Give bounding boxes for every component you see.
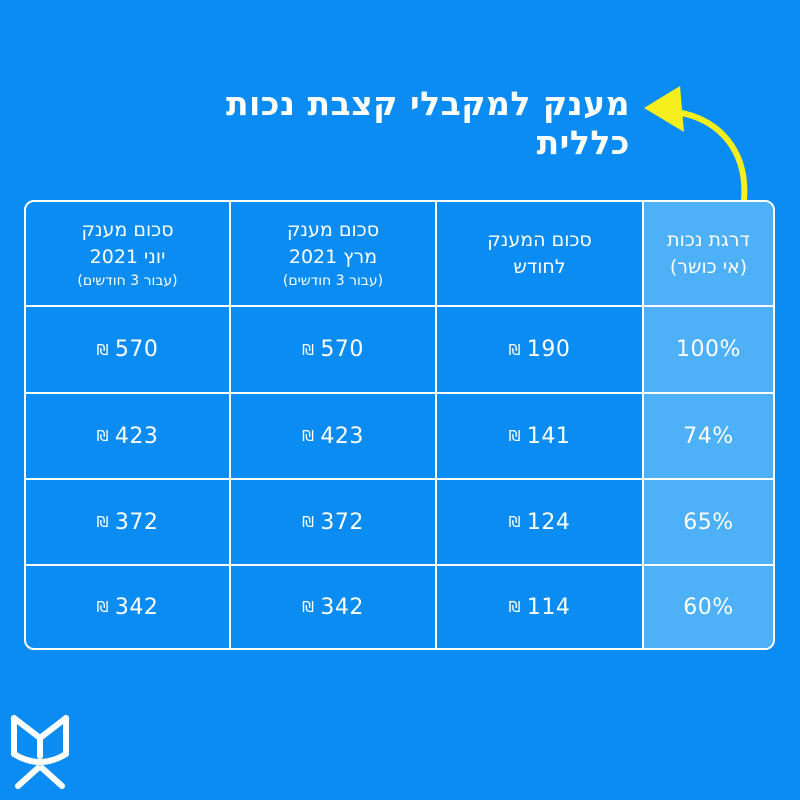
- shekel-sign: ₪: [96, 427, 109, 445]
- shekel-sign: ₪: [96, 598, 109, 616]
- march-cell: 423 ₪: [231, 394, 435, 478]
- monthly-cell: 190 ₪: [437, 307, 642, 392]
- amount-value: 570: [320, 337, 364, 362]
- amount-value: 423: [320, 423, 364, 449]
- curved-arrow-icon: [644, 86, 748, 203]
- shekel-sign: ₪: [302, 427, 315, 445]
- march-cell: 372 ₪: [231, 480, 435, 564]
- amount-value: 141: [526, 423, 571, 449]
- march-cell: 342 ₪: [231, 566, 435, 648]
- header-line: סכום המענק: [487, 228, 592, 251]
- amount-value: 570: [114, 337, 159, 362]
- highlight-column: [644, 202, 773, 648]
- grant-table: דרגת נכות (אי כושר) סכום המענק לחודש סכו…: [24, 200, 775, 650]
- shekel-sign: ₪: [302, 340, 315, 359]
- june-cell: 570 ₪: [26, 307, 229, 392]
- shekel-sign: ₪: [508, 598, 521, 616]
- shekel-sign: ₪: [96, 513, 109, 531]
- june-cell: 372 ₪: [26, 480, 229, 564]
- amount-value: 342: [114, 594, 159, 620]
- amount-value: 423: [114, 423, 159, 449]
- monthly-cell: 141 ₪: [437, 394, 642, 478]
- monthly-cell: 114 ₪: [437, 566, 642, 648]
- amount-value: 114: [526, 594, 571, 620]
- june-cell: 423 ₪: [26, 394, 229, 478]
- amount-value: 372: [320, 509, 364, 535]
- header-march-amount: סכום מענק מרץ 2021 (עבור 3 חודשים): [231, 202, 435, 305]
- degree-cell: 65%: [683, 509, 734, 535]
- header-line: (אי כושר): [669, 255, 748, 278]
- bituach-leumi-logo-icon: [11, 715, 69, 789]
- page-title: מענק למקבלי קצבת נכות כללית: [225, 84, 630, 162]
- amount-value: 372: [114, 509, 159, 535]
- header-line: מרץ 2021: [288, 245, 378, 268]
- header-disability-degree: דרגת נכות (אי כושר): [644, 202, 773, 305]
- march-cell: 570 ₪: [231, 307, 435, 392]
- degree-cell: 60%: [683, 594, 734, 620]
- header-subline: (עבור 3 חודשים): [77, 272, 178, 289]
- degree-cell: 74%: [683, 423, 734, 449]
- june-cell: 342 ₪: [26, 566, 229, 648]
- shekel-sign: ₪: [508, 340, 521, 359]
- shekel-sign: ₪: [302, 513, 315, 531]
- monthly-cell: 124 ₪: [437, 480, 642, 564]
- degree-cell: 100%: [676, 337, 741, 362]
- shekel-sign: ₪: [508, 513, 521, 531]
- shekel-sign: ₪: [96, 340, 109, 359]
- header-subline: (עבור 3 חודשים): [282, 272, 384, 289]
- amount-value: 190: [526, 337, 571, 362]
- header-line: יוני 2021: [89, 245, 166, 268]
- header-june-amount: סכום מענק יוני 2021 (עבור 3 חודשים): [26, 202, 229, 305]
- header-line: סכום מענק: [81, 218, 174, 241]
- amount-value: 124: [526, 509, 571, 535]
- header-line: לחודש: [513, 255, 566, 278]
- header-line: סכום מענק: [286, 218, 380, 241]
- header-monthly-amount: סכום המענק לחודש: [437, 202, 642, 305]
- shekel-sign: ₪: [508, 427, 521, 445]
- header-line: דרגת נכות: [667, 228, 750, 251]
- amount-value: 342: [320, 594, 364, 620]
- shekel-sign: ₪: [302, 598, 315, 616]
